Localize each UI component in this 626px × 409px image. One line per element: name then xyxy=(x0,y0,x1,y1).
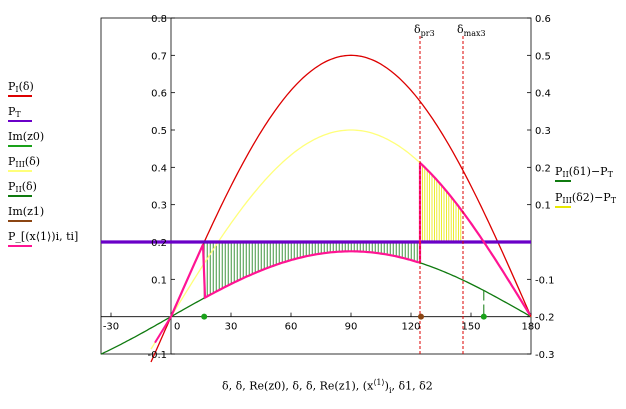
legend-main: P xyxy=(8,155,16,168)
legend-sub: III xyxy=(562,196,572,205)
y-right-tick-label: 0.3 xyxy=(535,126,551,137)
legend-label: PIII(δ) xyxy=(8,155,40,169)
legend-rest: (δ1)−P xyxy=(568,165,608,178)
x-label-part1: δ, δ, Re(z0), δ, δ, Re(z1), xyxy=(222,379,363,393)
legend-sub: I xyxy=(15,85,19,94)
legend-swatch xyxy=(8,170,32,172)
legend-sub2: T xyxy=(610,196,617,205)
y-right-tick-label: 0.6 xyxy=(535,14,551,25)
legend-label: PI(δ) xyxy=(8,80,34,94)
legend-swatch xyxy=(8,145,32,147)
x-axis-label: δ, δ, Re(z0), δ, δ, Re(z1), (x⟨1⟩)i, δ1,… xyxy=(222,378,433,395)
tick-labels: -30 0 30 60 90 120 150 180 -0.1 0.1 0.2 0.3 0.4 0.5 0.… xyxy=(103,14,555,361)
x-tick-label: 0 xyxy=(174,322,180,333)
legend-main: P xyxy=(8,180,16,193)
series-trajectory-tail xyxy=(154,316,172,344)
legend-label: PIII(δ2)−PT xyxy=(555,191,616,205)
legend-swatch xyxy=(8,220,32,222)
y-left-tick-label: 0.1 xyxy=(151,275,167,286)
x-tick-label: 180 xyxy=(521,322,540,333)
y-left-tick-label: 0.8 xyxy=(151,14,167,25)
vline-label-max3: δmax3 xyxy=(457,23,486,38)
x-tick-label: 60 xyxy=(285,322,298,333)
x-tick-label: 30 xyxy=(225,322,238,333)
x-label-sup: ⟨1⟩ xyxy=(373,378,385,387)
y-right-tick-label: -0.1 xyxy=(535,275,555,286)
y-right-tick-label: 0.1 xyxy=(535,201,551,212)
y-left-tick-label: 0.3 xyxy=(151,201,167,212)
y-right-tick-label: -0.3 xyxy=(535,350,555,361)
legend-main: P xyxy=(555,191,563,204)
y-right-tick-label: -0.2 xyxy=(535,313,555,324)
x-tick-label: 150 xyxy=(461,322,480,333)
legend-sub: II xyxy=(15,185,22,194)
x-label-part3: ) xyxy=(384,379,389,393)
legend-label: Im(z1) xyxy=(8,205,44,218)
series-trajectory-b xyxy=(419,162,531,316)
legend-main: P_ xyxy=(8,230,21,243)
x-tick-label: -30 xyxy=(103,322,119,333)
axes xyxy=(101,17,532,355)
legend-label: P_[(x⟨1⟩)i, ti] xyxy=(8,230,78,243)
x-label-sub: i xyxy=(388,385,392,395)
y-left-tick-label: 0.6 xyxy=(151,89,167,100)
y-right-tick-label: 0.5 xyxy=(535,51,551,62)
x-tick-label: 120 xyxy=(401,322,420,333)
y-left-tick-label: 0.4 xyxy=(151,163,167,174)
legend-sub: II xyxy=(562,170,569,179)
legend-rest: (δ) xyxy=(18,80,34,93)
series-trajectory-a xyxy=(169,244,420,318)
legend-sub: III xyxy=(15,160,25,169)
y-left-tick-label: 0.5 xyxy=(151,126,167,137)
legend-rest: (δ) xyxy=(21,180,37,193)
marker-imz0 xyxy=(480,313,487,320)
plot-area xyxy=(100,17,532,355)
marker-imz1 xyxy=(418,313,424,320)
legend-main: P xyxy=(8,80,16,93)
legend-swatch xyxy=(555,206,571,208)
legend-swatch xyxy=(8,95,32,97)
legend-label: PII(δ1)−PT xyxy=(555,165,613,179)
legend-label: Im(z0) xyxy=(8,130,44,143)
shaded-regions xyxy=(203,162,462,299)
series-lines xyxy=(100,36,532,363)
legend-sub: T xyxy=(15,110,21,119)
marker-imz0 xyxy=(201,313,208,320)
legend-main: P xyxy=(555,165,563,178)
legend-main: Im(z0) xyxy=(8,130,45,143)
vline-label-pr3: δpr3 xyxy=(414,23,435,38)
series-pi-line xyxy=(150,54,532,363)
y-left-tick-label: 0.2 xyxy=(151,238,167,249)
y-left-tick-label: -0.1 xyxy=(147,350,167,361)
legend-swatch xyxy=(555,180,571,182)
legend-swatch xyxy=(8,120,32,122)
y-right-tick-label: 0.2 xyxy=(535,163,551,174)
legend-main: Im(z1) xyxy=(8,205,45,218)
legend-rest: (δ2)−P xyxy=(571,191,611,204)
legend-sub2: T xyxy=(607,170,613,179)
x-tick-label: 90 xyxy=(345,322,358,333)
legend-swatch xyxy=(8,195,32,197)
legend-label: PII(δ) xyxy=(8,180,37,194)
x-label-part4: , δ1, δ2 xyxy=(391,379,433,393)
y-left-tick-label: 0.7 xyxy=(151,51,167,62)
markers xyxy=(201,313,487,320)
legend-label: PT xyxy=(8,105,21,119)
x-label-part2: (x xyxy=(362,379,374,393)
legend-swatch xyxy=(8,245,32,247)
legend-rest: (δ) xyxy=(24,155,41,168)
legend-main: P xyxy=(8,105,16,118)
y-right-tick-label: 0.4 xyxy=(535,89,551,100)
legend-rest: [(x⟨1⟩)i, ti] xyxy=(20,230,79,243)
